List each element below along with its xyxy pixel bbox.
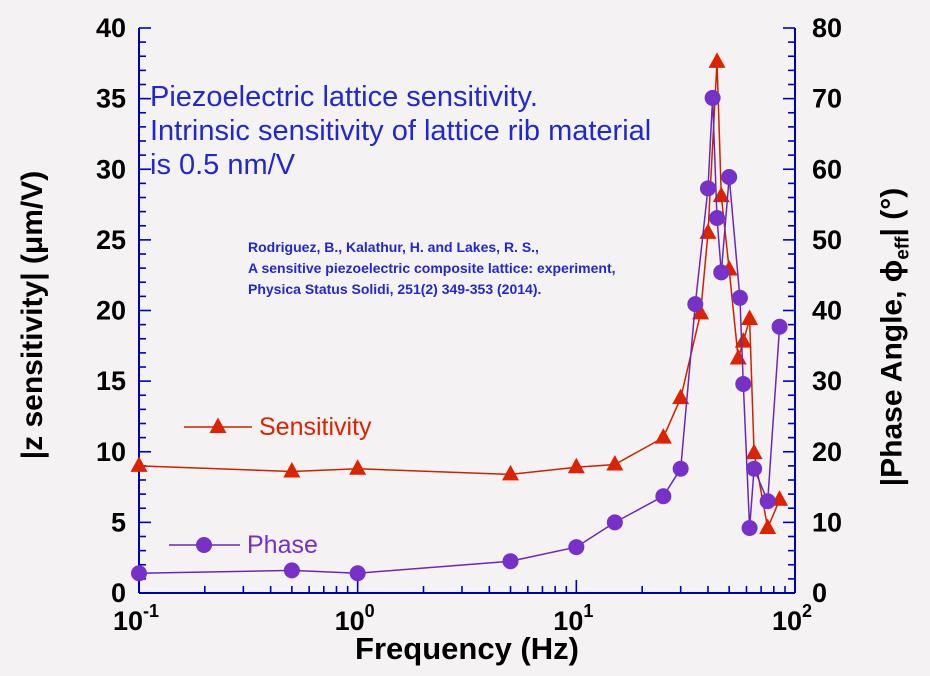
phase-data-point — [687, 296, 704, 313]
phase-data-point — [713, 264, 730, 281]
y-right-tick-label: 80 — [812, 13, 842, 43]
phase-data-point — [283, 562, 300, 579]
chart-title-line-1: Piezoelectric lattice sensitivity. — [150, 81, 538, 113]
y-left-tick-label: 0 — [111, 578, 126, 608]
sensitivity-data-point — [692, 303, 710, 320]
y-right-tick-label: 30 — [812, 366, 842, 396]
phase-data-point — [759, 493, 776, 510]
chart-title-line-2: Intrinsic sensitivity of lattice rib mat… — [150, 115, 652, 147]
phase-data-point — [771, 318, 788, 335]
sensitivity-data-point — [741, 309, 759, 325]
y-left-tick-label: 30 — [96, 154, 126, 184]
phase-data-point — [349, 565, 366, 582]
y-right-tick-label: 0 — [812, 578, 827, 608]
x-tick-label: 102 — [772, 601, 812, 636]
y-right-tick-label: 10 — [812, 507, 842, 537]
phase-data-point — [606, 514, 623, 531]
y-left-tick-label: 5 — [111, 507, 126, 537]
y-left-axis-title: |z sensitivity| (μm/V) — [16, 170, 49, 460]
citation-line-2: A sensitive piezoelectric composite latt… — [248, 260, 616, 276]
phase-data-point — [568, 539, 585, 556]
phase-data-point — [672, 460, 689, 477]
x-tick-label: 100 — [335, 601, 375, 636]
phase-data-point — [131, 565, 147, 582]
legend-phase-marker — [196, 537, 212, 553]
phase-data-point — [709, 209, 726, 226]
sensitivity-data-point — [130, 456, 148, 472]
y-right-tick-label: 50 — [812, 225, 842, 255]
citation-line-3: Physica Status Solidi, 251(2) 349-353 (2… — [248, 281, 542, 297]
y-right-tick-label: 40 — [812, 296, 842, 326]
y-left-tick-label: 25 — [96, 225, 126, 255]
phase-data-point — [735, 375, 752, 392]
y-left-tick-label: 40 — [96, 13, 126, 43]
sensitivity-data-point — [567, 457, 585, 474]
phase-series-line — [138, 97, 781, 574]
sensitivity-data-point — [729, 349, 747, 365]
legend-sensitivity-marker — [209, 417, 227, 433]
y-left-tick-label: 15 — [96, 366, 126, 396]
sensitivity-data-point — [745, 443, 763, 460]
sensitivity-data-point — [759, 518, 777, 535]
y-left-tick-label: 20 — [96, 296, 126, 326]
legend-phase-label: Phase — [247, 531, 318, 559]
sensitivity-data-point — [283, 462, 301, 478]
sensitivity-data-point — [349, 459, 367, 475]
phase-data-point — [699, 180, 716, 197]
chart-title-line-3: is 0.5 nm/V — [150, 149, 296, 181]
sensitivity-data-point — [672, 388, 690, 405]
sensitivity-data-point — [734, 332, 752, 348]
y-right-tick-label: 70 — [812, 84, 842, 114]
x-axis-title: Frequency (Hz) — [355, 631, 579, 666]
phase-data-point — [502, 553, 519, 570]
citation-line-1: Rodriguez, B., Kalathur, H. and Lakes, R… — [248, 239, 539, 255]
phase-data-point — [741, 520, 758, 537]
sensitivity-data-point — [708, 52, 726, 68]
legend-sensitivity-label: Sensitivity — [259, 413, 372, 441]
y-right-tick-label: 60 — [812, 154, 842, 184]
phase-data-point — [655, 488, 672, 505]
sensitivity-data-point — [699, 223, 717, 239]
sensitivity-data-point — [502, 464, 520, 481]
phase-data-point — [746, 460, 763, 477]
phase-data-point — [721, 169, 738, 186]
phase-data-point — [704, 89, 721, 106]
y-right-axis-title: |Phase Angle, ϕeff| (°) — [875, 187, 914, 487]
phase-data-point — [731, 289, 748, 306]
x-tick-label: 10-1 — [113, 601, 159, 636]
y-left-tick-label: 35 — [96, 84, 126, 114]
sensitivity-data-point — [606, 454, 624, 471]
citation: Rodriguez, B., Kalathur, H. and Lakes, R… — [248, 237, 616, 300]
chart-title: Piezoelectric lattice sensitivity. Intri… — [150, 80, 651, 182]
sensitivity-data-point — [654, 428, 672, 444]
x-tick-label: 101 — [553, 601, 593, 636]
y-right-tick-label: 20 — [812, 437, 842, 467]
y-left-tick-label: 10 — [96, 437, 126, 467]
